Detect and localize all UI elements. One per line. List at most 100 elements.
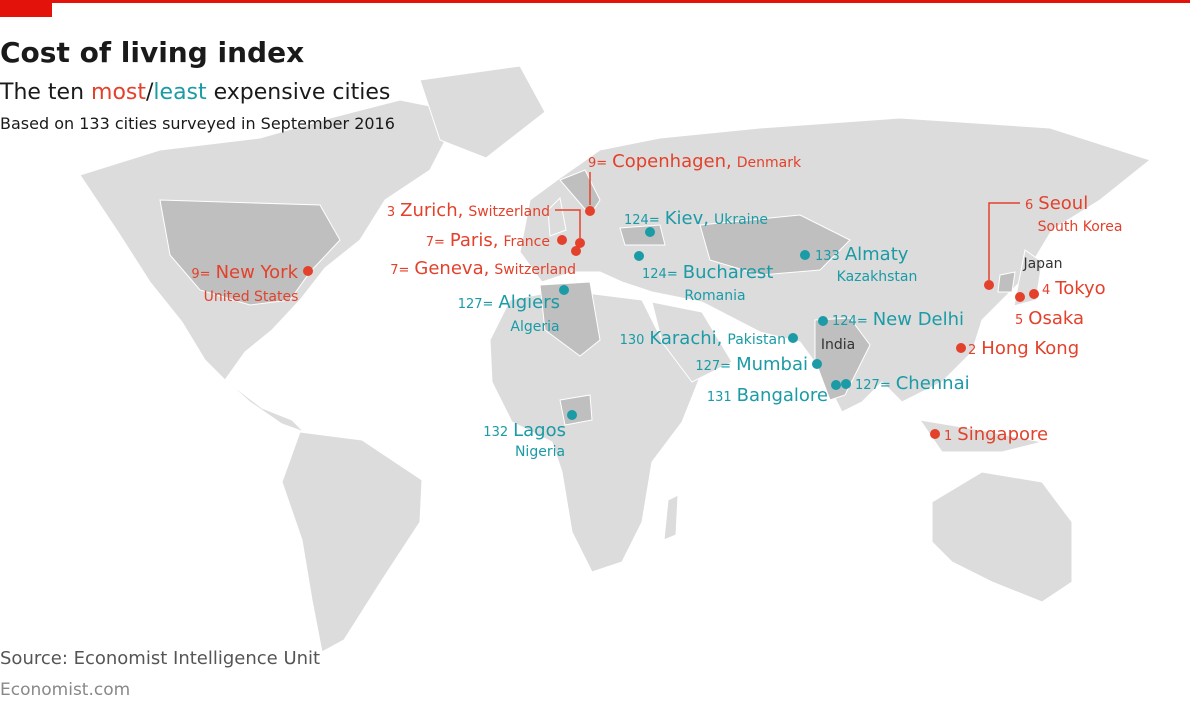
city-label: 1 Singapore <box>944 424 1048 445</box>
city-name: Mumbai <box>736 354 808 375</box>
city-country: Pakistan <box>727 332 786 348</box>
city-dot <box>567 410 577 420</box>
city-dot <box>812 359 822 369</box>
city-label: 124= Bucharest <box>642 262 773 283</box>
city-country: Switzerland <box>494 262 576 278</box>
city-country: South Korea <box>1038 219 1123 235</box>
city-label: 6 Seoul <box>1025 193 1088 214</box>
city-rank: 133 <box>815 249 840 264</box>
city-rank: 4 <box>1042 283 1050 298</box>
city-name: Karachi, <box>649 328 722 349</box>
city-name: New Delhi <box>873 309 964 330</box>
city-label: 7= Geneva, Switzerland <box>390 258 576 279</box>
city-label: 127= Chennai <box>855 373 970 394</box>
city-dot <box>788 333 798 343</box>
city-country: Algeria <box>510 319 559 335</box>
city-name: Almaty <box>845 244 909 265</box>
city-rank: 124= <box>642 267 678 282</box>
city-label: 9= New York <box>191 262 298 283</box>
city-rank: 6 <box>1025 198 1033 213</box>
city-label: 4 Tokyo <box>1042 278 1106 299</box>
city-dot <box>984 280 994 290</box>
city-country: Ukraine <box>714 212 768 228</box>
city-rank: 9= <box>191 267 210 282</box>
city-rank: 3 <box>387 205 395 220</box>
subtitle-part: expensive cities <box>207 80 391 105</box>
city-rank: 1 <box>944 429 952 444</box>
city-name: Osaka <box>1028 308 1084 329</box>
subtitle-part: most <box>91 80 146 105</box>
city-name: Bucharest <box>683 262 774 283</box>
city-rank: 127= <box>458 297 494 312</box>
city-dot <box>841 379 851 389</box>
city-rank: 124= <box>832 314 868 329</box>
city-dot <box>1015 292 1025 302</box>
city-rank: 9= <box>588 156 607 171</box>
city-label: 124= New Delhi <box>832 309 964 330</box>
city-name: Lagos <box>513 420 566 441</box>
city-rank: 124= <box>624 213 660 228</box>
city-country: Switzerland <box>468 204 550 220</box>
title: Cost of living index <box>0 36 304 69</box>
city-label: 124= Kiev, Ukraine <box>624 208 768 229</box>
leader-line <box>555 209 581 238</box>
city-rank: 5 <box>1015 313 1023 328</box>
city-label: 127= Algiers <box>458 292 560 313</box>
city-country: Denmark <box>737 155 802 171</box>
city-rank: 131 <box>707 390 732 405</box>
city-dot <box>800 250 810 260</box>
city-label: 5 Osaka <box>1015 308 1084 329</box>
city-label: 2 Hong Kong <box>968 338 1079 359</box>
city-dot <box>645 227 655 237</box>
city-label: 7= Paris, France <box>426 230 550 251</box>
city-rank: 127= <box>695 359 731 374</box>
city-dot <box>818 316 828 326</box>
city-name: Singapore <box>957 424 1048 445</box>
city-country: Nigeria <box>515 444 565 460</box>
city-dot <box>559 285 569 295</box>
city-country: United States <box>204 289 299 305</box>
city-name: Paris, <box>450 230 499 251</box>
city-rank: 127= <box>855 378 891 393</box>
city-country: Kazakhstan <box>837 269 918 285</box>
city-name: Seoul <box>1038 193 1088 214</box>
city-dot <box>303 266 313 276</box>
city-dot <box>956 343 966 353</box>
subtitle-part: least <box>153 80 207 105</box>
city-label: 131 Bangalore <box>707 385 828 406</box>
city-label: 132 Lagos <box>483 420 566 441</box>
city-dot <box>634 251 644 261</box>
city-label: 127= Mumbai <box>695 354 808 375</box>
city-dot <box>1029 289 1039 299</box>
city-rank: 130 <box>620 333 645 348</box>
city-rank: 2 <box>968 343 976 358</box>
city-country: France <box>503 234 550 250</box>
city-dot <box>930 429 940 439</box>
city-label: 9= Copenhagen, Denmark <box>588 151 802 172</box>
city-name: Geneva, <box>414 258 489 279</box>
city-dot <box>831 380 841 390</box>
note: Based on 133 cities surveyed in Septembe… <box>0 114 395 133</box>
city-name: Zurich, <box>400 200 463 221</box>
city-name: Algiers <box>498 292 560 313</box>
city-name: Hong Kong <box>981 338 1079 359</box>
city-name: Bangalore <box>737 385 828 406</box>
city-name: New York <box>216 262 299 283</box>
leader-line <box>988 202 1020 280</box>
city-rank: 7= <box>426 235 445 250</box>
city-name: Tokyo <box>1054 278 1105 299</box>
red-tab <box>0 0 52 17</box>
city-rank: 7= <box>390 263 409 278</box>
top-rule <box>0 0 1190 3</box>
city-label: 130 Karachi, Pakistan <box>620 328 786 349</box>
city-dot <box>571 246 581 256</box>
city-name: Kiev, <box>665 208 709 229</box>
city-name: Chennai <box>896 373 970 394</box>
site: Economist.com <box>0 680 130 700</box>
subtitle-part: The ten <box>0 80 91 105</box>
country-label: Japan <box>1022 256 1062 272</box>
source: Source: Economist Intelligence Unit <box>0 648 320 669</box>
subtitle-part: / <box>146 80 154 105</box>
